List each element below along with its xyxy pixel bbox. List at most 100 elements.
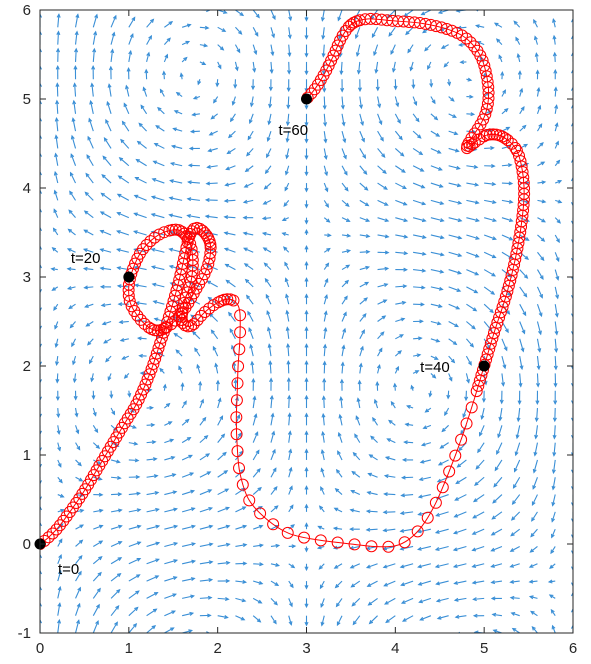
- field-arrow-head: [323, 155, 328, 161]
- field-arrow-head: [371, 33, 376, 39]
- field-arrow-head: [317, 525, 322, 530]
- field-arrow: [68, 303, 76, 309]
- field-arrow-head: [304, 293, 309, 299]
- field-arrow: [320, 468, 325, 478]
- field-arrow-head: [131, 16, 136, 22]
- field-arrow-head: [243, 263, 249, 268]
- field-arrow-head: [210, 115, 215, 120]
- field-arrow: [288, 598, 293, 607]
- field-arrow-head: [462, 413, 467, 419]
- field-arrow: [395, 234, 408, 238]
- field-arrow-head: [419, 616, 424, 621]
- field-arrow-head: [40, 134, 43, 139]
- field-arrow-head: [355, 639, 358, 642]
- field-arrow: [215, 363, 219, 374]
- field-arrow: [535, 425, 539, 439]
- field-arrow: [270, 580, 279, 586]
- field-arrow-head: [401, 300, 407, 305]
- field-arrow-head: [455, 480, 460, 485]
- field-arrow-head: [96, 603, 100, 609]
- field-arrow: [199, 399, 204, 409]
- field-arrow-head: [337, 16, 342, 22]
- field-arrow-head: [452, 564, 458, 569]
- field-arrow-head: [537, 104, 542, 110]
- field-arrow: [436, 597, 449, 602]
- field-arrow: [169, 214, 183, 219]
- field-arrow-head: [285, 138, 290, 143]
- field-arrow-head: [365, 527, 371, 532]
- field-arrow-head: [549, 564, 554, 570]
- field-arrow-head: [570, 202, 573, 207]
- field-arrow-head: [70, 134, 75, 140]
- field-arrow: [359, 130, 365, 142]
- field-arrow: [413, 269, 426, 272]
- field-arrow-head: [342, 327, 347, 333]
- field-arrow-head: [269, 69, 274, 74]
- field-arrow-head: [289, 485, 293, 490]
- field-arrow-head: [384, 250, 390, 255]
- field-arrow-head: [188, 454, 193, 459]
- field-arrow-head: [118, 320, 124, 325]
- field-arrow: [519, 125, 526, 132]
- field-arrow: [270, 525, 279, 530]
- field-arrow-head: [471, 531, 477, 535]
- field-arrow-head: [153, 143, 159, 147]
- field-arrow: [84, 286, 94, 289]
- field-arrow-head: [570, 239, 573, 244]
- field-arrow-head: [100, 303, 106, 308]
- field-arrow-head: [436, 321, 442, 326]
- field-arrow-head: [467, 361, 472, 366]
- field-arrow-head: [304, 522, 309, 527]
- field-arrow-head: [349, 527, 354, 532]
- field-arrow: [135, 177, 147, 184]
- field-arrow: [92, 14, 98, 28]
- field-arrow: [517, 54, 521, 63]
- field-arrow: [341, 199, 350, 207]
- field-arrow: [212, 346, 219, 357]
- field-arrow-head: [40, 82, 43, 87]
- field-arrow-head: [304, 17, 309, 22]
- field-arrow: [519, 234, 529, 241]
- field-arrow: [377, 283, 388, 288]
- field-arrow-head: [343, 171, 348, 176]
- field-arrow-head: [40, 569, 43, 575]
- field-arrow-head: [439, 218, 445, 223]
- field-arrow: [182, 560, 195, 565]
- field-arrow: [322, 27, 325, 39]
- field-arrow: [75, 539, 83, 547]
- field-arrow-head: [78, 554, 83, 560]
- field-arrow-head: [173, 110, 179, 114]
- field-arrow-head: [288, 16, 293, 22]
- field-arrow: [377, 113, 383, 125]
- field-arrow-head: [304, 35, 309, 40]
- field-arrow: [359, 266, 369, 271]
- field-arrow-head: [226, 150, 231, 155]
- trajectory-point: [136, 243, 149, 256]
- field-arrow-head: [570, 139, 573, 145]
- field-arrow-head: [95, 619, 99, 625]
- field-arrow-head: [556, 238, 560, 244]
- field-arrow-head: [482, 72, 487, 77]
- field-arrow: [57, 603, 61, 616]
- field-arrow-head: [40, 521, 43, 527]
- field-arrow-head: [370, 435, 375, 440]
- field-arrow: [472, 545, 485, 551]
- field-arrow-head: [491, 515, 496, 520]
- field-arrow-head: [327, 233, 332, 238]
- field-arrow-head: [397, 350, 402, 355]
- field-arrow-head: [555, 294, 560, 300]
- field-arrow: [323, 327, 327, 339]
- field-arrow: [171, 162, 183, 167]
- field-arrow-head: [502, 89, 506, 94]
- field-arrow: [100, 267, 112, 271]
- field-arrow-head: [510, 516, 516, 521]
- field-arrow-head: [399, 546, 405, 551]
- field-arrow: [194, 348, 201, 357]
- field-arrow: [554, 356, 557, 370]
- field-arrow-head: [518, 382, 523, 388]
- field-arrow-head: [133, 194, 139, 199]
- field-arrow: [537, 181, 546, 184]
- field-arrow-head: [469, 94, 474, 99]
- field-arrow: [465, 338, 474, 348]
- field-arrow: [418, 494, 431, 498]
